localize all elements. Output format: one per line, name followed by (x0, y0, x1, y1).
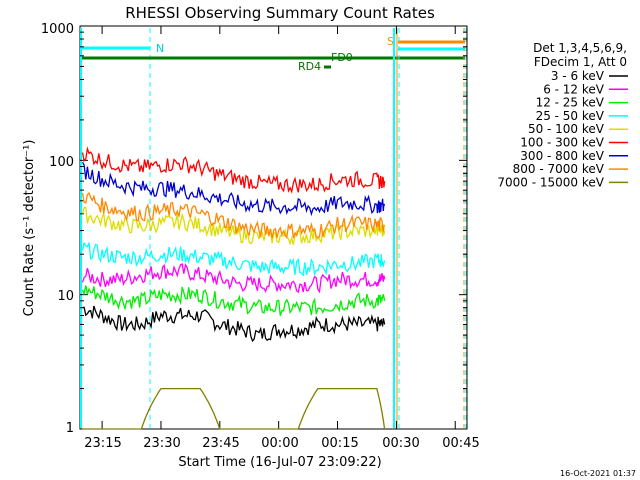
x-tick-label-2345: 23:45 (202, 436, 239, 451)
legend-label: 6 - 12 keV (543, 82, 605, 96)
series-line-4 (81, 241, 386, 277)
annotation-s: S (387, 35, 394, 48)
legend-label: 7000 - 15000 keV (497, 175, 604, 189)
series-line-9 (82, 387, 386, 430)
x-tick-label-0030: 00:30 (382, 436, 419, 451)
y-tick-marks (80, 31, 467, 430)
legend-label: 50 - 100 keV (528, 122, 605, 136)
series-line-2 (81, 263, 386, 294)
y-tick-label-10: 10 (57, 289, 74, 304)
x-tick-label-0015: 00:15 (321, 436, 358, 451)
legend-label: 25 - 50 keV (536, 109, 605, 123)
legend-label: 800 - 7000 keV (513, 162, 605, 176)
y-tick-label-100: 100 (49, 155, 74, 170)
x-tick-label-2330: 23:30 (143, 436, 180, 451)
legend-header-2: FDecim 1, Att 0 (534, 55, 627, 69)
x-tick-label-2315: 23:15 (84, 436, 121, 451)
legend-label: 12 - 25 keV (536, 96, 605, 110)
legend-label: 100 - 300 keV (520, 136, 604, 150)
series-layer (81, 146, 386, 430)
mode-flags: N FD0 RD4 S (80, 28, 467, 428)
y-tick-label-1000: 1000 (41, 22, 74, 37)
series-line-3 (81, 285, 386, 316)
series-line-7 (81, 161, 386, 217)
x-tick-label-0045: 00:45 (442, 436, 479, 451)
legend-label: 300 - 800 keV (520, 149, 604, 163)
legend-header-1: Det 1,3,4,5,6,9, (533, 41, 627, 55)
y-tick-label-1: 1 (66, 421, 74, 436)
series-line-8 (81, 191, 386, 239)
annotation-fd0: FD0 (331, 51, 353, 64)
x-axis-label: Start Time (16-Jul-07 23:09:22) (178, 455, 381, 470)
x-axis: 23:15 23:30 23:45 00:00 00:15 00:30 00:4… (84, 26, 480, 451)
chart-title: RHESSI Observing Summary Count Rates (125, 4, 435, 22)
x-tick-marks (101, 26, 456, 429)
annotation-rd4: RD4 (298, 60, 321, 73)
series-line-1 (82, 305, 386, 343)
legend: Det 1,3,4,5,6,9, FDecim 1, Att 0 3 - 6 k… (497, 41, 628, 189)
annotation-n: N (156, 42, 164, 55)
y-axis: 1 10 100 1000 (41, 22, 467, 436)
series-line-5 (81, 206, 386, 246)
timestamp: 16-Oct-2021 01:37 (560, 469, 636, 478)
series-line-6 (81, 146, 386, 194)
legend-label: 3 - 6 keV (551, 69, 605, 83)
x-tick-label-0000: 00:00 (261, 436, 298, 451)
y-axis-label: Count Rate (s⁻¹ detector⁻¹) (22, 140, 37, 317)
